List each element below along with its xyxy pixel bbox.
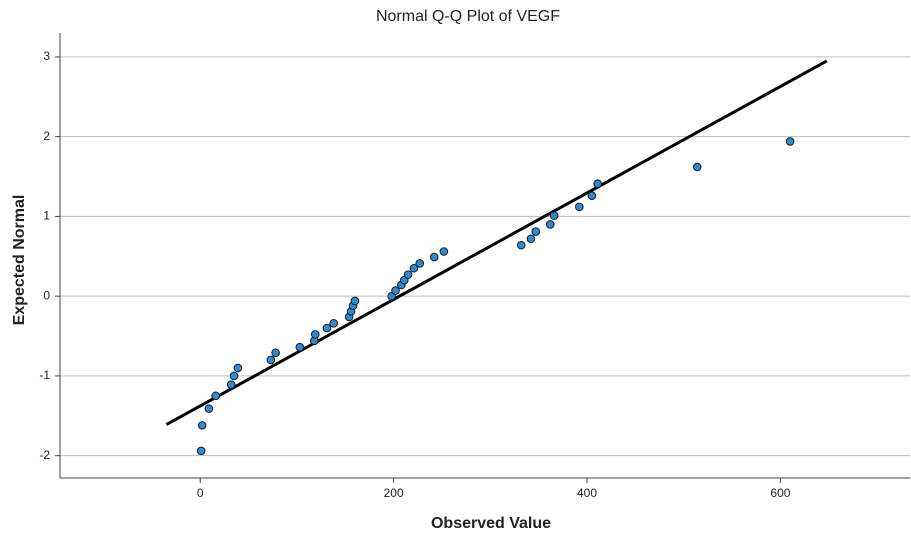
point xyxy=(211,391,220,401)
y-tick-label: 2 xyxy=(43,129,50,143)
point xyxy=(266,355,276,365)
reference-line xyxy=(165,59,828,426)
y-tick-label: 3 xyxy=(43,49,50,63)
point xyxy=(271,348,280,358)
y-axis-title: Expected Normal xyxy=(11,195,28,326)
point xyxy=(310,330,320,339)
x-tick-label: 400 xyxy=(577,486,597,500)
point xyxy=(516,240,526,250)
x-axis-title: Observed Value xyxy=(431,515,551,532)
x-tick-label: 0 xyxy=(197,486,204,500)
y-tick-label: -1 xyxy=(39,368,50,382)
x-tick-label: 200 xyxy=(384,486,404,500)
point xyxy=(692,162,702,172)
point xyxy=(226,380,236,389)
point xyxy=(196,446,206,456)
point xyxy=(587,191,597,200)
y-tick-label: 1 xyxy=(43,209,50,223)
point xyxy=(403,270,413,279)
point xyxy=(322,323,332,333)
point xyxy=(429,252,439,262)
point xyxy=(197,421,207,430)
point xyxy=(415,259,425,268)
point xyxy=(545,220,555,229)
point xyxy=(531,227,541,236)
chart-title: Normal Q-Q Plot of VEGF xyxy=(376,8,560,25)
x-tick-label: 600 xyxy=(770,486,790,500)
point xyxy=(204,404,214,413)
point xyxy=(574,202,584,212)
point xyxy=(526,234,536,244)
point xyxy=(350,296,360,306)
point xyxy=(233,363,243,373)
point xyxy=(409,263,419,273)
point xyxy=(593,179,602,189)
point xyxy=(229,371,239,381)
y-tick-label: -2 xyxy=(39,448,50,462)
point xyxy=(391,286,400,295)
point xyxy=(439,247,449,256)
point xyxy=(549,211,559,220)
y-tick-label: 0 xyxy=(43,288,50,302)
point xyxy=(785,137,795,146)
point xyxy=(295,342,305,352)
point xyxy=(329,318,338,328)
